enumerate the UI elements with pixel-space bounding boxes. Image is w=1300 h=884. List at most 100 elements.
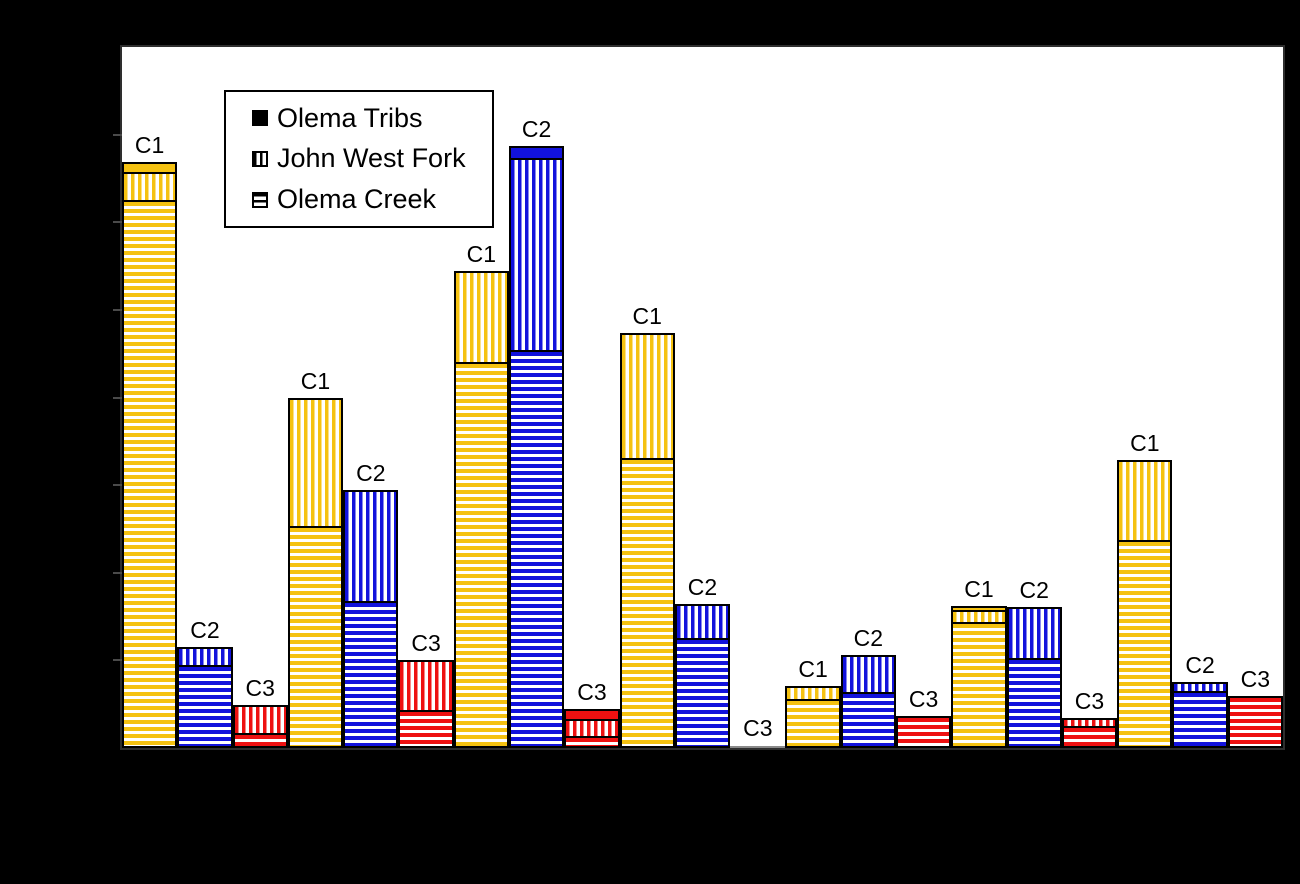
olema-creek-segment: [840, 694, 896, 748]
horizontal-stripes-swatch-icon: [252, 191, 268, 208]
john-west-fork-segment: [951, 612, 1007, 624]
y-axis-tick: [113, 396, 122, 399]
bar-label: C3: [1240, 666, 1271, 692]
bar-label: C2: [1185, 652, 1215, 678]
y-axis-tick: [113, 484, 122, 487]
bar-label: C1: [300, 368, 331, 394]
john-west-fork-segment: [840, 655, 896, 694]
bar-label: C2: [190, 617, 220, 643]
bar-label: C3: [245, 675, 275, 701]
stacked-bar-c1-g5: [785, 686, 841, 748]
olema-creek-segment: [1061, 728, 1118, 748]
y-axis-tick: [113, 571, 122, 574]
stacked-bar-c1-g7: [1117, 460, 1173, 748]
stacked-bar-c3-g5: [896, 716, 952, 748]
stacked-bar-c1-g2: [287, 398, 344, 748]
y-axis-tick: [113, 221, 122, 224]
olema-creek-segment: [896, 716, 952, 748]
stacked-bar-c2-g4: [674, 604, 731, 748]
bar-label: C1: [134, 132, 165, 158]
olema-creek-segment: [564, 738, 620, 748]
bar-label: C3: [908, 686, 939, 712]
stacked-bar-c2-g7: [1172, 682, 1228, 748]
john-west-fork-segment: [177, 647, 233, 667]
olema-creek-segment: [287, 528, 344, 748]
john-west-fork-segment: [453, 271, 509, 364]
bar-label: C2: [853, 625, 884, 651]
olema-tribs-segment: [564, 709, 620, 721]
stacked-bar-c2-g5: [840, 655, 896, 748]
bar-label: C3: [411, 630, 441, 656]
olema-creek-segment: [674, 640, 731, 748]
bar-label: C1: [1130, 430, 1160, 456]
john-west-fork-segment: [343, 490, 399, 603]
bar-label: C2: [687, 574, 718, 600]
john-west-fork-segment: [122, 174, 178, 202]
olema-creek-segment: [1227, 696, 1283, 748]
olema-creek-segment: [177, 667, 233, 748]
john-west-fork-segment: [398, 660, 454, 712]
bar-label: C2: [521, 116, 552, 142]
bar-label: C1: [466, 241, 497, 267]
john-west-fork-segment: [1172, 682, 1228, 693]
olema-tribs-segment: [951, 606, 1007, 612]
stacked-bar-c3-g6: [1061, 718, 1118, 748]
olema-creek-segment: [453, 364, 509, 748]
olema-creek-segment: [398, 712, 454, 748]
legend-item: Olema Creek: [252, 186, 492, 213]
stacked-bar-c2-g2: [343, 490, 399, 748]
john-west-fork-segment: [287, 398, 344, 528]
legend-item: Olema Tribs: [252, 102, 492, 133]
bar-label: C1: [798, 656, 828, 682]
vertical-stripes-swatch-icon: [252, 150, 268, 167]
stacked-bar-c2-g6: [1006, 607, 1062, 748]
stacked-bar-c2-g3: [509, 146, 565, 748]
olema-creek-segment: [785, 701, 841, 748]
stacked-bar-c3-g1: [232, 705, 288, 748]
olema-creek-segment: [509, 352, 565, 748]
john-west-fork-segment: [232, 705, 288, 735]
y-axis-tick: [113, 308, 122, 311]
john-west-fork-segment: [1061, 718, 1118, 728]
legend-label: Olema Creek: [277, 184, 437, 215]
legend: Olema Tribs John West Fork Olema Creek: [224, 90, 494, 228]
olema-creek-segment: [232, 735, 288, 748]
olema-creek-segment: [1117, 542, 1173, 748]
stacked-bar-c1-g3: [453, 271, 509, 748]
y-axis-tick: [113, 133, 122, 136]
legend-label: Olema Tribs: [277, 102, 423, 133]
olema-tribs-segment: [509, 146, 565, 160]
stacked-bar-c3-g2: [398, 660, 454, 748]
olema-creek-segment: [1006, 660, 1062, 748]
john-west-fork-segment: [785, 686, 841, 701]
john-west-fork-segment: [1117, 460, 1173, 542]
stacked-bar-c2-g1: [177, 647, 233, 748]
stacked-bar-c1-g4: [619, 333, 675, 748]
john-west-fork-segment: [1006, 607, 1062, 660]
john-west-fork-segment: [674, 604, 731, 640]
olema-creek-segment: [122, 202, 178, 748]
legend-label: John West Fork: [277, 143, 466, 174]
solid-swatch-icon: [252, 110, 268, 127]
olema-creek-segment: [730, 746, 786, 748]
john-west-fork-segment: [509, 160, 565, 352]
bar-label: C3: [1074, 688, 1105, 714]
bar-label: C1: [964, 576, 994, 602]
olema-creek-segment: [343, 603, 399, 748]
bar-label: C2: [1019, 577, 1049, 603]
bar-label: C2: [356, 460, 386, 486]
bar-label: C3: [577, 679, 607, 705]
olema-creek-segment: [619, 460, 675, 748]
john-west-fork-segment: [619, 333, 675, 460]
olema-tribs-segment: [122, 162, 178, 174]
y-axis-tick: [113, 659, 122, 662]
legend-item: John West Fork: [252, 145, 492, 172]
plot-area: C1 C2 C3 C1 C2 C3 C1 C2 C3 C1 C2 C3 C1 C2 C3 C1 C2 C3 C1 C2…: [113, 45, 1285, 750]
stacked-bar-c1-g6: [951, 606, 1007, 748]
stacked-bar-c3-g7: [1227, 696, 1283, 748]
olema-creek-segment: [1172, 693, 1228, 748]
john-west-fork-segment: [564, 721, 620, 738]
olema-creek-segment: [951, 624, 1007, 748]
bar-label: C3: [743, 715, 773, 741]
